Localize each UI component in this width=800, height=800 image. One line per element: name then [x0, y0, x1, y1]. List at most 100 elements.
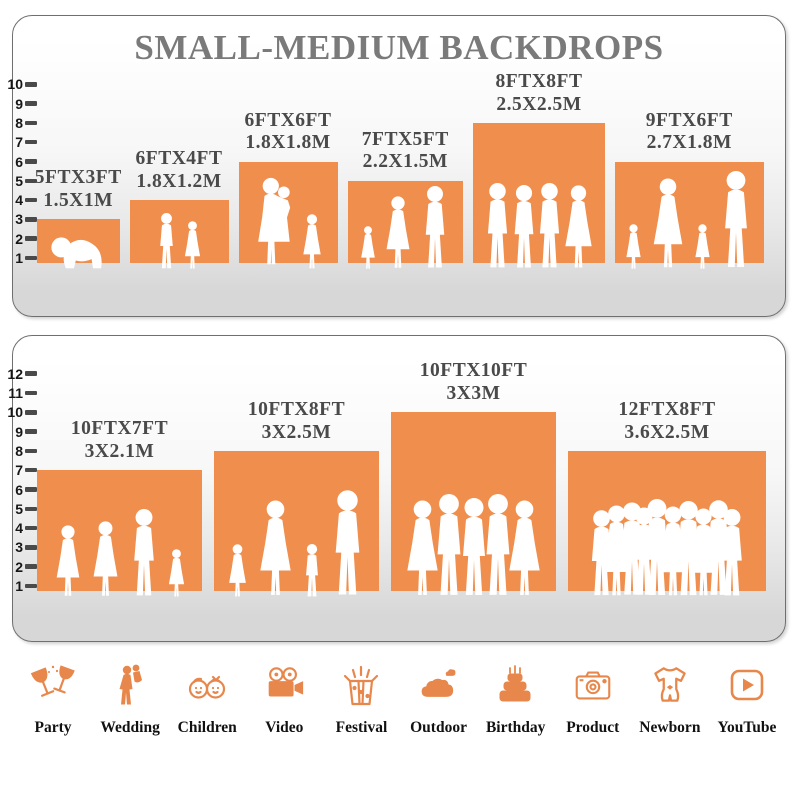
y-axis-tick-2: 2 — [0, 230, 43, 248]
y-axis-tick-label: 12 — [7, 365, 23, 382]
y-axis-tick-5: 5 — [0, 172, 43, 190]
bar-size-meters: 2.7X1.8M — [646, 132, 732, 154]
bar-size-feet: 7FTX5FT — [361, 128, 449, 150]
y-axis-tick-10: 10 — [0, 403, 43, 421]
category-label: Party — [34, 719, 72, 736]
y-axis-tick-4: 4 — [0, 519, 43, 537]
backdrop-bar-6ftx6ft — [238, 161, 338, 269]
person-silhouette-baby — [51, 237, 102, 269]
backdrop-bar-9ftx6ft — [615, 161, 764, 269]
category-label: Children — [177, 719, 237, 736]
backdrop-bar-7ftx5ft — [347, 180, 463, 269]
person-silhouette-man — [134, 508, 154, 596]
y-axis-tick-label: 7 — [15, 462, 23, 479]
y-axis-tick-mark — [25, 178, 37, 184]
y-axis-tick-mark — [25, 564, 37, 569]
person-silhouette-girl — [695, 224, 710, 269]
category-newborn: Newborn — [633, 658, 707, 768]
y-axis-tick-9: 9 — [0, 423, 43, 441]
chart-panel-bottom: 1 2 3 4 5 6 7 8 9 10 11 12 10FTX7FT 3X2.1M 10FTX8FT 3X2… — [7, 335, 786, 642]
y-axis-tick-mark — [25, 467, 37, 473]
person-silhouette-boy — [305, 543, 318, 597]
y-axis-tick-label: 1 — [15, 578, 23, 594]
y-axis-tick-label: 8 — [15, 442, 23, 459]
bar-size-label: 10FTX8FT 3X2.5M — [248, 399, 345, 444]
people-silhouettes — [130, 212, 229, 270]
y-axis-tick-mark — [25, 583, 37, 589]
y-axis-tick-2: 2 — [0, 558, 43, 576]
person-silhouette-man — [462, 497, 485, 595]
category-birthday: Birthday — [479, 658, 553, 768]
person-silhouette-boy — [159, 212, 173, 269]
people-silhouettes — [615, 171, 764, 270]
y-axis-tick-mark — [25, 197, 37, 203]
bar-size-meters: 3X2.1M — [84, 440, 155, 462]
y-axis-tick-mark — [25, 410, 37, 415]
person-silhouette-woman — [653, 178, 683, 268]
bar-size-label: 9FTX6FT 2.7X1.8M — [646, 110, 733, 155]
backdrop-bar-8ftx8ft — [473, 122, 605, 268]
y-axis-tick-label: 4 — [15, 520, 23, 537]
y-axis-tick-6: 6 — [0, 481, 43, 499]
person-silhouette-girl — [184, 221, 200, 269]
y-axis-tick-mark — [25, 255, 37, 261]
y-axis-tick-9: 9 — [0, 95, 43, 113]
bar-size-label: 10FTX7FT 3X2.1M — [71, 418, 168, 463]
person-silhouette-woman — [386, 196, 410, 268]
newborn-icon — [646, 658, 694, 712]
bar-size-label: 6FTX6FT 1.8X1.8M — [245, 110, 332, 155]
people-silhouettes — [568, 498, 766, 598]
y-axis-tick-label: 3 — [15, 211, 23, 228]
y-axis-tick-11: 11 — [0, 384, 43, 402]
bar-size-label: 6FTX4FT 1.8X1.2M — [136, 148, 223, 193]
y-axis-tick-mark — [25, 217, 37, 222]
bar-size-meters: 3.6X2.5M — [624, 421, 710, 443]
person-silhouette-man — [437, 493, 461, 595]
category-label: YouTube — [717, 719, 777, 736]
y-axis-tick-8: 8 — [0, 442, 43, 460]
y-axis-tick-mark — [25, 139, 37, 145]
person-silhouette-man — [724, 171, 747, 268]
category-product: Product — [556, 658, 630, 768]
y-axis-tick-label: 3 — [15, 539, 23, 556]
category-label: Wedding — [100, 719, 160, 736]
y-axis-tick-mark — [25, 82, 37, 87]
chart-panel-top: SMALL-MEDIUM BACKDROPS 1 2 3 4 5 6 7 8 9 10 5FTX3F… — [7, 15, 786, 317]
bar-size-meters: 3X3M — [446, 382, 501, 404]
bar-size-meters: 3X2.5M — [261, 421, 332, 443]
bar-size-label: 12FTX8FT 3.6X2.5M — [618, 399, 715, 444]
people-silhouettes — [391, 493, 556, 598]
person-silhouette-girl — [626, 224, 641, 269]
person-silhouette-man — [514, 184, 534, 268]
bar-size-feet: 10FTX10FT — [419, 360, 528, 382]
y-axis-tick-label: 4 — [15, 192, 23, 209]
bar-size-feet: 5FTX3FT — [34, 167, 122, 189]
bar-size-feet: 10FTX7FT — [70, 418, 169, 440]
y-axis-tick-4: 4 — [0, 191, 43, 209]
category-party: Party — [16, 658, 90, 768]
y-axis-tick-label: 6 — [15, 153, 23, 170]
category-label: Birthday — [485, 719, 546, 736]
person-silhouette-girl — [303, 214, 321, 269]
y-axis-tick-mark — [25, 236, 37, 241]
backdrop-bar-10ftx7ft — [37, 470, 202, 597]
y-axis-tick-mark — [25, 159, 37, 164]
y-axis-tick-label: 8 — [15, 114, 23, 131]
backdrop-bar-10ftx8ft — [214, 450, 379, 597]
y-axis-tick-label: 7 — [15, 134, 23, 151]
y-axis-tick-label: 1 — [15, 250, 23, 266]
y-axis-tick-label: 2 — [15, 558, 23, 575]
outdoor-icon — [414, 658, 464, 712]
person-silhouette-man — [335, 490, 359, 595]
people-silhouettes — [37, 232, 120, 270]
y-axis-tick-mark — [25, 429, 37, 434]
party-icon — [28, 658, 78, 712]
bar-size-meters: 1.8X1.2M — [136, 170, 222, 192]
y-axis-tick-label: 10 — [7, 404, 23, 421]
product-icon — [569, 658, 617, 712]
people-silhouettes — [348, 185, 464, 270]
y-axis-tick-1: 1 — [0, 577, 43, 595]
y-axis-tick-7: 7 — [0, 461, 43, 479]
page-title: SMALL-MEDIUM BACKDROPS — [134, 28, 664, 67]
y-axis-tick-8: 8 — [0, 114, 43, 132]
